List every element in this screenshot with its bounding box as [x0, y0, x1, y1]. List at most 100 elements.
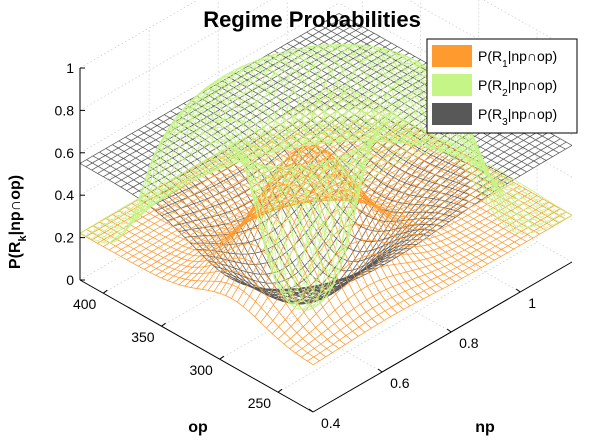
- y-tick-label: 0.8: [459, 335, 479, 351]
- gridline-left-z: [79, 2, 340, 154]
- x-axis-label: op: [188, 419, 208, 436]
- x-tick-label: 400: [73, 296, 97, 312]
- surface-line: [260, 115, 520, 298]
- y-tick-mark: [446, 328, 452, 333]
- surface-line: [126, 109, 386, 230]
- x-tick-mark: [103, 289, 108, 294]
- legend: P(R1|np∩op)P(R2|np∩op)P(R3|np∩op): [426, 38, 578, 134]
- legend-label-r3: P(R3|np∩op): [478, 106, 557, 128]
- gridline-left-z: [79, 87, 340, 238]
- surface-line: [132, 98, 392, 217]
- surface-line: [283, 103, 544, 205]
- surface-line: [178, 139, 439, 285]
- surface-line: [103, 96, 363, 243]
- surface-line: [85, 16, 345, 168]
- surface-line: [306, 211, 567, 362]
- surface-line: [143, 119, 404, 270]
- surface-line: [289, 110, 549, 210]
- surface-line: [126, 109, 386, 261]
- gridline-floor-x: [219, 208, 479, 360]
- x-tick-mark: [161, 322, 166, 327]
- surface-line: [196, 45, 456, 158]
- legend-label-r2: P(R2|np∩op): [478, 77, 557, 99]
- surface-plot: [79, 13, 573, 366]
- surface-line: [283, 198, 544, 345]
- legend-label-rest: |np∩op): [508, 106, 558, 122]
- y-tick-mark: [308, 408, 314, 413]
- surface-line: [155, 125, 415, 276]
- gridline-back-z: [338, 129, 573, 263]
- surface-line: [132, 42, 392, 195]
- tick-labels: 0 0.2 0.4 0.6 0.8 1 250 300 350 400 0.4 0.6 0.8 1: [55, 60, 537, 431]
- surface-line: [149, 59, 410, 166]
- y-tick-mark: [377, 368, 383, 373]
- z-tick-label: 0: [66, 272, 74, 288]
- gridline-floor-y: [287, 159, 521, 293]
- legend-swatch-r3: [432, 103, 472, 125]
- legend-label-main: P(R: [478, 77, 502, 93]
- surface-line: [254, 112, 514, 301]
- surface-line: [312, 215, 573, 366]
- surface-line: [184, 43, 445, 147]
- surface-line: [126, 39, 386, 191]
- surface-line: [248, 70, 508, 295]
- surface-line: [271, 191, 532, 334]
- surface-line: [108, 29, 369, 181]
- x-tick-label: 300: [189, 362, 213, 378]
- x-tick-mark: [219, 355, 225, 360]
- surface-line: [254, 182, 514, 318]
- surface-line: [289, 131, 549, 293]
- surface-line: [277, 195, 538, 340]
- y-axis-line: [312, 261, 573, 413]
- surface-line: [266, 84, 526, 198]
- surface-line: [172, 44, 433, 144]
- surface-line: [178, 43, 439, 146]
- x-tick-label: 350: [131, 329, 155, 345]
- surface-line: [120, 106, 380, 238]
- surface-line: [137, 80, 398, 201]
- legend-label-main: P(R: [478, 106, 502, 122]
- legend-label-sub: 1: [502, 59, 508, 70]
- surface-line: [260, 79, 520, 236]
- gridline-back-z: [483, 0, 573, 51]
- gridline-floor-y: [148, 239, 383, 373]
- y-axis-label: np: [475, 419, 495, 436]
- surface-line: [271, 90, 532, 195]
- surface-line: [91, 19, 351, 171]
- surface-line: [207, 48, 468, 245]
- surface-line: [172, 135, 433, 283]
- surface-line: [114, 102, 375, 254]
- surface-line: [85, 86, 345, 237]
- legend-label-sub: 3: [502, 117, 508, 128]
- y-tick-label: 0.4: [321, 415, 341, 431]
- legend-label-sub: 2: [502, 88, 508, 99]
- y-tick-label: 1: [528, 295, 536, 311]
- gridline-floor-y: [217, 199, 452, 333]
- surface-line: [213, 154, 474, 292]
- surface-line: [248, 173, 509, 312]
- x-tick-label: 250: [248, 395, 272, 411]
- surface-line: [202, 46, 462, 203]
- y-tick-mark: [515, 288, 521, 293]
- surface-line: [312, 145, 573, 300]
- z-tick-label: 0.8: [55, 102, 75, 118]
- surface-line: [79, 83, 340, 234]
- surface-line: [161, 48, 421, 142]
- chart-title: Regime Probabilities: [203, 7, 421, 32]
- legend-label-rest: |np∩op): [508, 48, 558, 64]
- surface-line: [301, 208, 561, 358]
- y-tick-label: 0.6: [390, 375, 410, 391]
- surface-line: [91, 89, 351, 240]
- z-tick-label: 1: [66, 60, 74, 76]
- x-tick-mark: [277, 388, 283, 393]
- z-tick-label: 0.6: [55, 145, 75, 161]
- surface-line: [289, 201, 549, 349]
- z-tick-label: 0.4: [55, 187, 75, 203]
- surface-line: [277, 96, 538, 200]
- legend-label-rest: |np∩op): [508, 77, 558, 93]
- legend-swatch-r2: [432, 74, 472, 96]
- surface-line: [208, 85, 468, 275]
- gridline-floor-x: [161, 175, 421, 327]
- surface-line: [295, 118, 555, 216]
